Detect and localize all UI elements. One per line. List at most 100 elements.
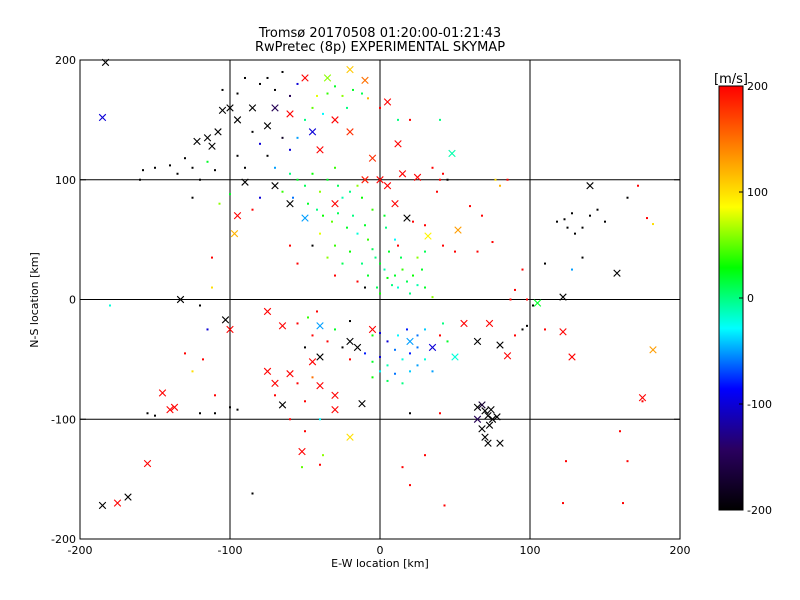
echo-dot-marker [304, 346, 306, 349]
echo-dot-marker [406, 328, 408, 331]
echo-dot-marker [409, 370, 411, 373]
echo-cross-marker [278, 322, 287, 330]
echo-dot-marker [406, 280, 408, 283]
echo-cross-marker [166, 405, 174, 414]
echo-cross-marker [488, 415, 497, 423]
echo-dot-marker [646, 217, 648, 220]
axis-ticks: -200 -100 0 100 200 -200 -100 0 100 200 [51, 54, 690, 557]
echo-dot-marker [311, 244, 314, 247]
echo-dot-marker [211, 256, 213, 259]
echo-dot-marker [301, 466, 303, 469]
echo-dot-marker [509, 298, 512, 301]
echo-cross-marker [496, 439, 504, 447]
echo-dot-marker [361, 196, 363, 199]
echo-dot-marker [349, 250, 351, 253]
echo-cross-marker [346, 433, 354, 441]
echo-dot-marker [401, 358, 404, 361]
echo-dot-marker [556, 220, 558, 223]
echo-cross-marker [226, 104, 234, 112]
echo-cross-marker [263, 367, 272, 376]
echo-dot-marker [316, 310, 318, 313]
echo-dot-marker [581, 226, 584, 229]
colorbar-tick-label: 0 [747, 292, 754, 305]
echo-dot-marker [401, 268, 404, 271]
echo-dot-marker [214, 394, 216, 397]
echo-dot-marker [296, 322, 299, 325]
echo-cross-marker [484, 411, 492, 420]
colorbar: [m/s] 200 100 0 -100 -200 [714, 72, 772, 517]
echo-cross-marker [353, 343, 362, 352]
echo-dot-marker [626, 460, 629, 463]
echo-dot-marker [229, 406, 231, 409]
echo-cross-marker [383, 98, 392, 106]
echo-dot-marker [581, 256, 584, 259]
echo-dot-marker [322, 454, 324, 457]
echo-dot-marker [191, 370, 194, 373]
echo-cross-marker [241, 178, 249, 186]
echo-dot-marker [292, 196, 294, 199]
echo-dot-marker [184, 157, 186, 160]
echo-dot-marker [446, 340, 449, 343]
data-points [98, 58, 657, 510]
echo-cross-marker [481, 407, 489, 415]
echo-dot-marker [521, 328, 524, 331]
echo-dot-marker [244, 76, 246, 79]
echo-dot-marker [154, 414, 156, 417]
echo-cross-marker [413, 173, 422, 182]
echo-cross-marker [473, 337, 482, 346]
chart-subtitle: RwPretec (8p) EXPERIMENTAL SKYMAP [255, 40, 505, 55]
echo-cross-marker [481, 433, 489, 441]
echo-dot-marker [319, 232, 321, 235]
echo-dot-marker [349, 190, 351, 193]
echo-dot-marker [341, 262, 344, 265]
echo-dot-marker [296, 178, 299, 181]
echo-cross-marker [406, 337, 414, 346]
echo-cross-marker [271, 379, 279, 388]
echo-cross-marker [286, 200, 294, 208]
echo-dot-marker [356, 184, 359, 187]
echo-cross-marker [214, 128, 222, 136]
echo-cross-marker [473, 403, 482, 411]
echo-dot-marker [367, 274, 369, 277]
echo-cross-marker [316, 382, 324, 390]
echo-cross-marker [403, 214, 411, 222]
echo-dot-marker [304, 400, 306, 403]
echo-dot-marker [304, 430, 306, 433]
echo-dot-marker [356, 280, 359, 283]
echo-dot-marker [337, 212, 339, 215]
echo-dot-marker [604, 220, 606, 223]
echo-cross-marker [496, 341, 504, 349]
echo-dot-marker [371, 208, 374, 211]
echo-dot-marker [514, 334, 516, 337]
echo-cross-marker [485, 421, 494, 429]
echo-cross-marker [170, 403, 179, 411]
echo-dot-marker [236, 154, 239, 157]
echo-dot-marker [424, 328, 426, 331]
echo-dot-marker [394, 274, 396, 277]
echo-cross-marker [451, 353, 459, 361]
echo-dot-marker [281, 190, 284, 193]
echo-cross-marker [533, 299, 542, 307]
echo-dot-marker [499, 184, 501, 187]
echo-dot-marker [334, 328, 336, 331]
echo-cross-marker [460, 319, 468, 328]
echo-dot-marker [214, 412, 216, 415]
echo-dot-marker [199, 304, 201, 307]
echo-dot-marker [289, 418, 291, 421]
echo-dot-marker [383, 268, 386, 271]
echo-dot-marker [206, 328, 209, 331]
echo-cross-marker [649, 346, 657, 354]
echo-dot-marker [409, 484, 411, 487]
echo-cross-marker [271, 182, 279, 190]
echo-cross-marker [448, 149, 456, 158]
echo-dot-marker [388, 250, 390, 253]
echo-dot-marker [229, 193, 231, 196]
echo-cross-marker [158, 389, 167, 397]
echo-cross-marker [286, 370, 294, 378]
echo-dot-marker [274, 166, 276, 169]
echo-dot-marker [443, 504, 446, 507]
echo-cross-marker [361, 176, 369, 184]
echo-dot-marker [571, 212, 573, 215]
echo-dot-marker [139, 178, 141, 181]
echo-dot-marker [563, 218, 566, 221]
